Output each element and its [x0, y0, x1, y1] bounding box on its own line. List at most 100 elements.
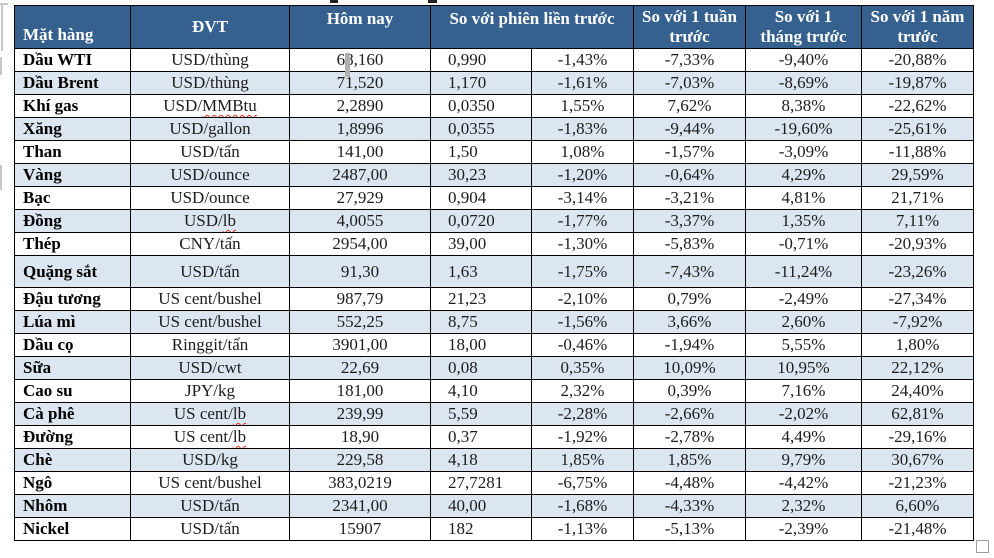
change-vs-year-pct: -25,61%	[861, 117, 974, 141]
price-today: 22,69	[289, 356, 431, 380]
unit-text: USD/cwt	[178, 358, 242, 377]
table-row: Đồng USD/lb 4,0055 0,0720 -1,77% -3,37% 1,35% 7…	[14, 209, 974, 233]
commodity-name: Ngô	[14, 471, 131, 495]
unit-text: US cent/	[173, 404, 233, 423]
change-vs-prev-pct: 1,08%	[531, 140, 634, 164]
change-vs-week-pct: 3,66%	[633, 310, 746, 334]
commodity-name: Cao su	[14, 379, 131, 403]
price-today: 15907	[289, 517, 431, 541]
change-vs-prev-pct: -6,75%	[531, 471, 634, 495]
change-vs-week-pct: 10,09%	[633, 356, 746, 380]
commodity-unit: US cent/bushel	[130, 287, 290, 311]
change-vs-year-pct: 29,59%	[861, 163, 974, 187]
commodity-name: Nickel	[14, 517, 131, 541]
table-row: Quặng sắt USD/tấn 91,30 1,63 -1,75% -7,43% -11…	[14, 255, 974, 288]
commodity-unit: USD/kg	[130, 448, 290, 472]
change-vs-prev-abs: 18,00	[430, 333, 532, 357]
header-week: So với 1 tuần trước	[633, 5, 746, 49]
unit-text: USD/kg	[182, 450, 238, 469]
page-edge-artifact	[0, 57, 2, 75]
table-row: Bạc USD/ounce 27,929 0,904 -3,14% -3,21% 4,81%…	[14, 186, 974, 210]
table-row: Đường US cent/lb 18,90 0,37 -1,92% -2,78% 4,49…	[14, 425, 974, 449]
commodity-name: Dầu WTI	[14, 48, 131, 72]
change-vs-week-pct: 0,39%	[633, 379, 746, 403]
unit-text: USD/gallon	[169, 119, 251, 138]
change-vs-month-pct: -8,69%	[745, 71, 862, 95]
change-vs-week-pct: -3,21%	[633, 186, 746, 210]
change-vs-week-pct: 1,85%	[633, 448, 746, 472]
change-vs-week-pct: -4,33%	[633, 494, 746, 518]
header-unit: ĐVT	[130, 5, 290, 49]
change-vs-month-pct: 8,38%	[745, 94, 862, 118]
change-vs-week-pct: -9,44%	[633, 117, 746, 141]
change-vs-week-pct: -0,64%	[633, 163, 746, 187]
change-vs-week-pct: -5,83%	[633, 232, 746, 256]
change-vs-month-pct: -4,42%	[745, 471, 862, 495]
price-today: 18,90	[289, 425, 431, 449]
change-vs-month-pct: 4,81%	[745, 186, 862, 210]
change-vs-prev-abs: 5,59	[430, 402, 532, 426]
change-vs-month-pct: 4,49%	[745, 425, 862, 449]
change-vs-prev-pct: -1,20%	[531, 163, 634, 187]
table-row: Nickel USD/tấn 15907 182 -1,13% -5,13% -2,39% -…	[14, 517, 974, 541]
commodity-name: Xăng	[14, 117, 131, 141]
change-vs-prev-pct: -1,77%	[531, 209, 634, 233]
table-row: Ngô US cent/bushel 383,0219 27,7281 -6,75% -4…	[14, 471, 974, 495]
commodity-name: Lúa mì	[14, 310, 131, 334]
table-row: Cao su JPY/kg 181,00 4,10 2,32% 0,39% 7,16% 24,…	[14, 379, 974, 403]
commodity-unit: USD/tấn	[130, 255, 290, 288]
change-vs-month-pct: 2,60%	[745, 310, 862, 334]
commodity-unit: US cent/lb	[130, 425, 290, 449]
change-vs-year-pct: 21,71%	[861, 186, 974, 210]
table-row: Dầu Brent USD/thùng 71,520 1,170 -1,61% -7,03…	[14, 71, 974, 95]
change-vs-year-pct: 7,11%	[861, 209, 974, 233]
change-vs-prev-abs: 8,75	[430, 310, 532, 334]
unit-text: JPY/kg	[184, 381, 236, 400]
table-resize-handle[interactable]	[976, 540, 989, 553]
change-vs-prev-pct: -1,68%	[531, 494, 634, 518]
commodity-name: Quặng sắt	[14, 255, 131, 288]
change-vs-prev-pct: 0,35%	[531, 356, 634, 380]
change-vs-prev-abs: 39,00	[430, 232, 532, 256]
change-vs-prev-pct: -0,46%	[531, 333, 634, 357]
change-vs-year-pct: -29,16%	[861, 425, 974, 449]
text-cursor-artifact	[345, 53, 350, 77]
change-vs-prev-abs: 40,00	[430, 494, 532, 518]
commodity-name: Than	[14, 140, 131, 164]
unit-text: USD/	[163, 96, 202, 115]
unit-text: USD/tấn	[180, 142, 240, 161]
change-vs-year-pct: -19,87%	[861, 71, 974, 95]
unit-text: CNY/tấn	[179, 234, 241, 253]
unit-text: USD/	[184, 211, 223, 230]
change-vs-year-pct: 24,40%	[861, 379, 974, 403]
change-vs-prev-abs: 1,170	[430, 71, 532, 95]
table-row: Chè USD/kg 229,58 4,18 1,85% 1,85% 9,79% 30,67%	[14, 448, 974, 472]
commodity-price-table: Mặt hàng ĐVT Hôm nay So với phiên liền t…	[14, 5, 974, 541]
change-vs-prev-abs: 1,50	[430, 140, 532, 164]
commodity-unit: US cent/bushel	[130, 310, 290, 334]
change-vs-week-pct: -3,37%	[633, 209, 746, 233]
header-today: Hôm nay	[289, 5, 431, 49]
change-vs-prev-abs: 0,0355	[430, 117, 532, 141]
unit-text: USD/ounce	[170, 188, 250, 207]
change-vs-prev-pct: -1,43%	[531, 48, 634, 72]
commodity-unit: USD/ounce	[130, 163, 290, 187]
change-vs-month-pct: -19,60%	[745, 117, 862, 141]
commodity-name: Đồng	[14, 209, 131, 233]
change-vs-prev-abs: 21,23	[430, 287, 532, 311]
change-vs-week-pct: -4,48%	[633, 471, 746, 495]
change-vs-month-pct: 1,35%	[745, 209, 862, 233]
price-today: 68,160	[289, 48, 431, 72]
table-row: Khí gas USD/MMBtu 2,2890 0,0350 1,55% 7,62% 8,…	[14, 94, 974, 118]
change-vs-week-pct: 7,62%	[633, 94, 746, 118]
unit-text: USD/tấn	[180, 496, 240, 515]
commodity-unit: USD/thùng	[130, 71, 290, 95]
header-month: So với 1 tháng trước	[745, 5, 862, 49]
price-today: 2341,00	[289, 494, 431, 518]
header-row: Mặt hàng ĐVT Hôm nay So với phiên liền t…	[14, 5, 974, 49]
change-vs-year-pct: 62,81%	[861, 402, 974, 426]
table-row: Dầu cọ Ringgit/tấn 3901,00 18,00 -0,46% -1,94…	[14, 333, 974, 357]
unit-text: USD/tấn	[180, 261, 240, 281]
change-vs-prev-pct: -1,83%	[531, 117, 634, 141]
